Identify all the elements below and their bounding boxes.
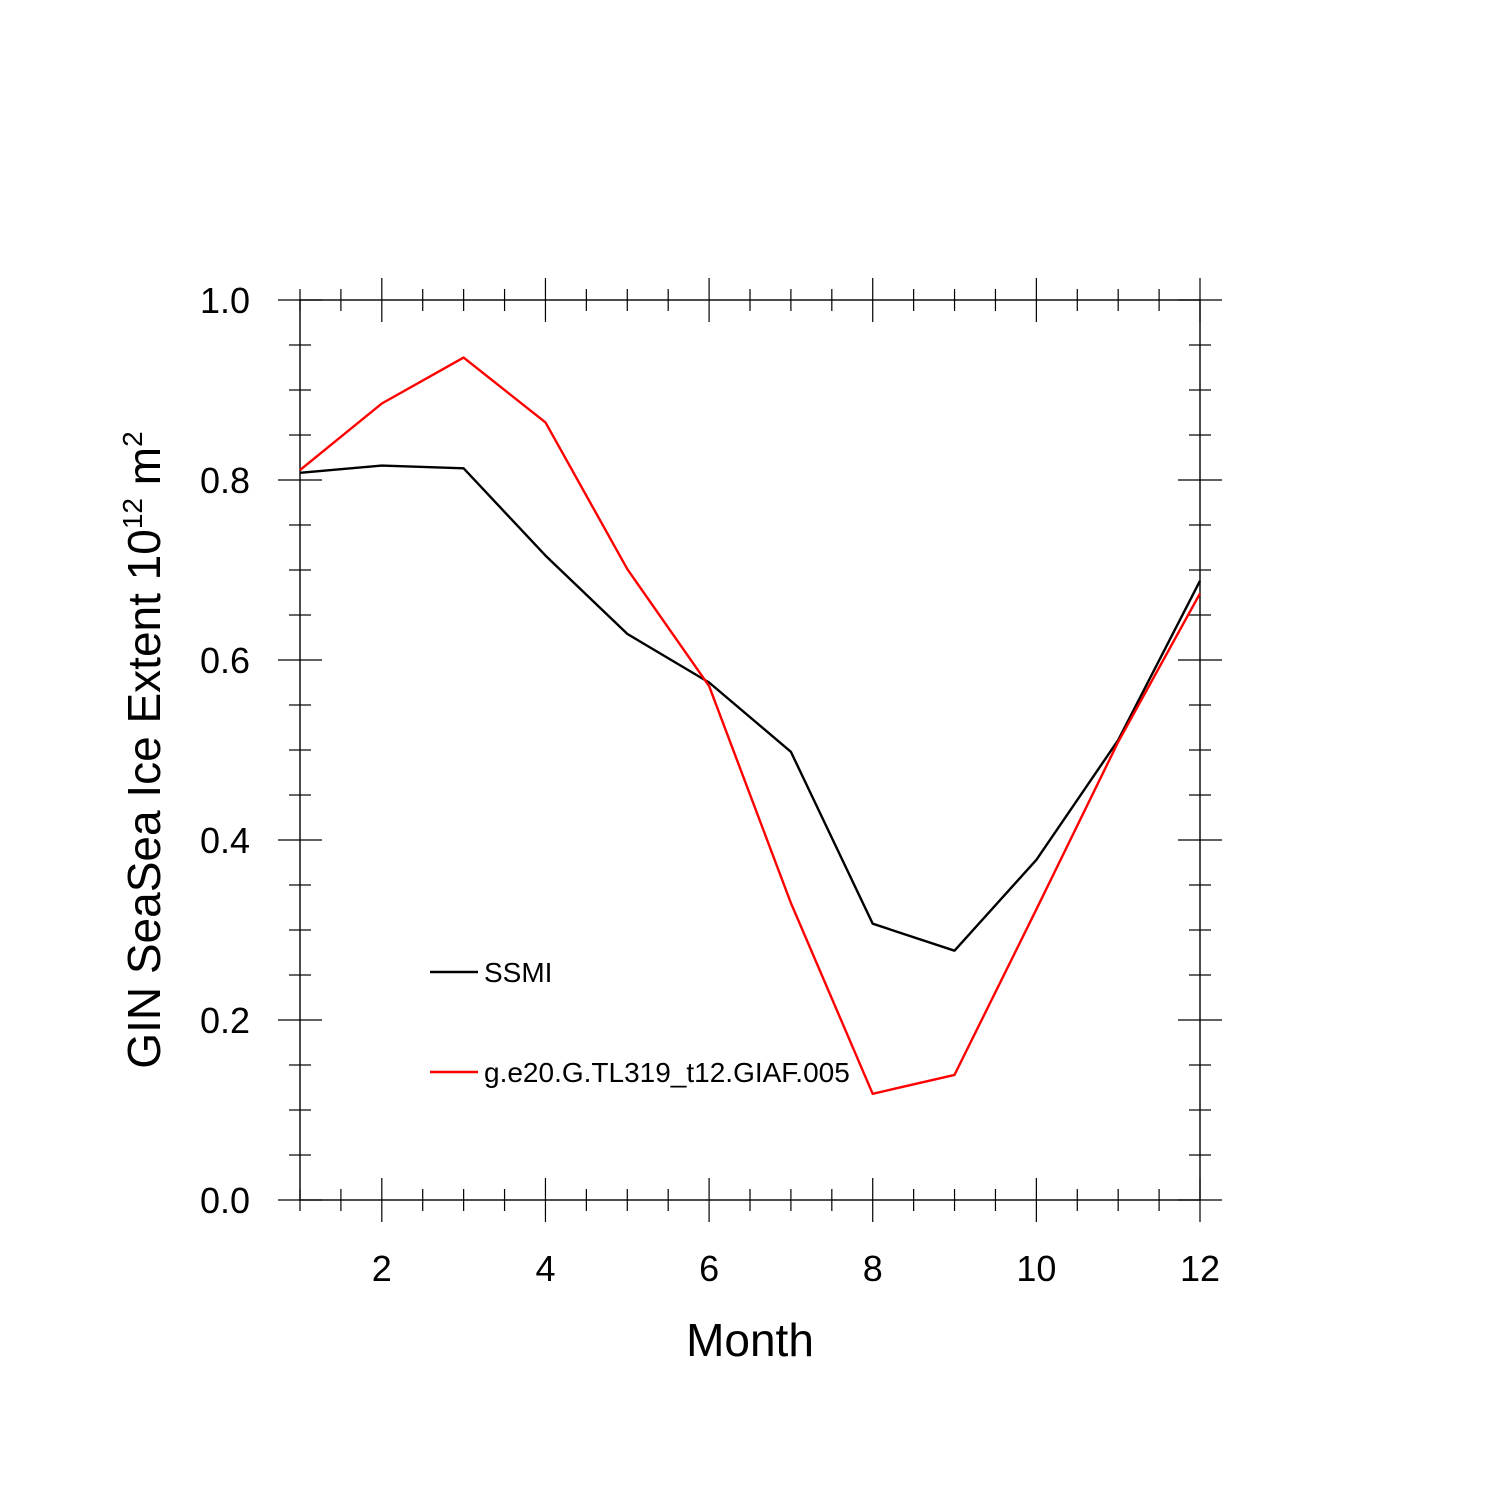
y-tick-label-0: 0.0 bbox=[200, 1180, 250, 1221]
x-tick-label-12: 12 bbox=[1180, 1248, 1220, 1289]
x-tick-labels: 2 4 6 8 10 12 bbox=[372, 1248, 1220, 1289]
y-tick-label-5: 1.0 bbox=[200, 280, 250, 321]
y-tick-label-3: 0.6 bbox=[200, 640, 250, 681]
x-tick-label-2: 2 bbox=[372, 1248, 392, 1289]
legend: SSMI g.e20.G.TL319_t12.GIAF.005 bbox=[430, 957, 850, 1088]
x-tick-label-6: 6 bbox=[699, 1248, 719, 1289]
y-axis-title-exponent: 12 bbox=[117, 498, 148, 529]
y-axis-title-main: GIN SeaSea Ice Extent 10 bbox=[118, 529, 170, 1069]
y-tick-label-4: 0.8 bbox=[200, 460, 250, 501]
y-tick-labels: 0.0 0.2 0.4 0.6 0.8 1.0 bbox=[200, 280, 250, 1221]
y-tick-label-2: 0.4 bbox=[200, 820, 250, 861]
legend-label-0: SSMI bbox=[484, 957, 552, 988]
plot-frame bbox=[299, 299, 1201, 1201]
series-line-1 bbox=[299, 356, 1202, 1096]
series-layer bbox=[299, 356, 1202, 1096]
y-tick-label-1: 0.2 bbox=[200, 1000, 250, 1041]
x-axis-title: Month bbox=[686, 1314, 814, 1366]
legend-label-1: g.e20.G.TL319_t12.GIAF.005 bbox=[484, 1057, 850, 1088]
y-axis-title-unit-exponent: 2 bbox=[117, 431, 148, 447]
major-ticks bbox=[278, 278, 1222, 1222]
y-axis-title-unit: m bbox=[118, 447, 170, 498]
y-axis-title: GIN SeaSea Ice Extent 1012 m2 bbox=[117, 431, 170, 1068]
x-tick-label-10: 10 bbox=[1016, 1248, 1056, 1289]
minor-ticks bbox=[289, 289, 1211, 1211]
x-tick-label-8: 8 bbox=[863, 1248, 883, 1289]
x-tick-label-4: 4 bbox=[535, 1248, 555, 1289]
series-line-0 bbox=[299, 464, 1202, 952]
